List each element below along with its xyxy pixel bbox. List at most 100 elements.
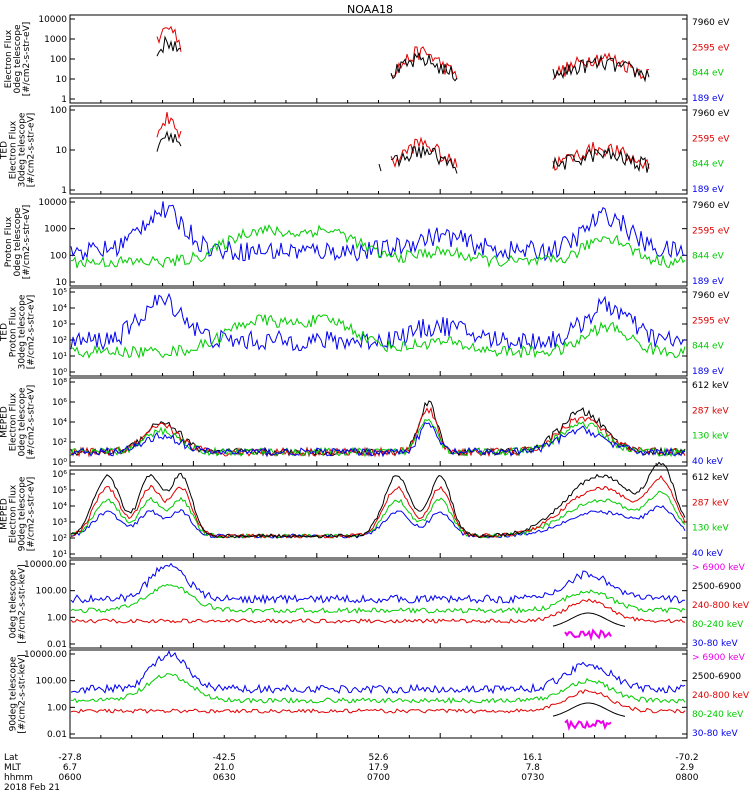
y-tick-label: 100: [50, 106, 67, 116]
series-trace: [70, 292, 686, 352]
y-tick-label: 10⁰: [52, 458, 67, 468]
legend-entry: 189 eV: [692, 367, 725, 377]
y-tick-label: 10⁴: [52, 502, 67, 512]
x-row-label: Lat: [4, 753, 19, 763]
y-tick-label: 10²: [52, 438, 67, 448]
legend-entry: 30-80 keV: [692, 729, 738, 739]
y-tick-label: 10²: [52, 336, 67, 346]
panel-8: 10000.00 100.00 1.00 0.01 90deg telescope[#/…: [9, 649, 750, 740]
x-hhmm-label: 0600: [59, 773, 82, 783]
x-mlt-label: 17.9: [368, 763, 388, 773]
y-tick-label: 10000.00: [24, 650, 67, 660]
panel-6: 10⁶ 10⁵ 10⁴ 10³ 10² 10¹ MEPEDElectron Flux90de…: [0, 461, 729, 560]
series-trace: [564, 718, 612, 732]
series-trace: [70, 224, 686, 269]
series-trace: [70, 689, 686, 714]
series-trace: [70, 672, 686, 705]
legend-entry: 844 eV: [692, 252, 725, 262]
y-axis-label: Proton Flux0deg telescope[#/cm2-s-str-eV…: [4, 205, 32, 280]
series-trace: [156, 25, 649, 81]
series-trace: [70, 475, 686, 539]
x-hhmm-label: 0630: [213, 773, 236, 783]
y-tick-label: 10⁵: [52, 486, 67, 496]
legend-entry: 2595 eV: [692, 226, 730, 236]
x-lat-label: 52.6: [368, 753, 388, 763]
y-tick-label: 10000.00: [24, 560, 67, 570]
legend-entry: 2595 eV: [692, 134, 730, 144]
legend-entry: 189 eV: [692, 94, 725, 104]
x-hhmm-label: 0800: [676, 773, 699, 783]
y-tick-label: 100.00: [36, 677, 68, 687]
y-axis-label-line: MEPED: [0, 498, 10, 530]
y-tick-label: 10³: [52, 320, 67, 330]
legend-entry: 130 keV: [692, 432, 729, 442]
y-tick-label: 10³: [52, 518, 67, 528]
y-axis-label: 0deg telescope[#/cm2-s-str-keV]: [9, 564, 28, 643]
series-trace: [70, 505, 686, 539]
y-tick-label: 1000: [44, 225, 67, 235]
y-axis-label-line: Electron Flux: [9, 120, 19, 179]
series-trace: [70, 650, 686, 695]
y-axis-label-line: 0deg telescope: [13, 24, 23, 94]
series-trace: [552, 612, 626, 627]
y-axis-label-line: [#/cm2-s-str-eV]: [22, 205, 32, 280]
y-tick-label: 10: [56, 75, 68, 85]
x-mlt-label: 6.7: [63, 763, 77, 773]
legend-entry: 40 keV: [692, 457, 724, 467]
y-axis-label-line: 0deg telescope: [13, 207, 23, 277]
panel-3: 10000 1000 100 10 Proton Flux0deg telescope[…: [4, 197, 730, 288]
legend-entry: 7960 eV: [692, 18, 730, 28]
y-tick-label: 1: [61, 95, 67, 105]
series-trace: [70, 598, 686, 624]
legend-entry: 844 eV: [692, 69, 725, 79]
x-row-label: MLT: [4, 763, 22, 773]
legend-entry: 7960 eV: [692, 291, 730, 301]
x-lat-label: -42.5: [213, 753, 236, 763]
y-tick-label: 10¹: [52, 352, 67, 362]
y-tick-label: 0.01: [47, 640, 67, 650]
series-trace: [70, 314, 686, 359]
legend-entry: 240-800 keV: [692, 691, 750, 701]
x-mlt-label: 7.8: [526, 763, 541, 773]
y-axis-label-line: [#/cm2-s-str-eV]: [27, 477, 37, 552]
y-tick-label: 100: [50, 55, 67, 65]
legend-entry: 844 eV: [692, 160, 725, 170]
y-tick-label: 10⁴: [52, 304, 67, 314]
y-axis-label-line: Proton Flux: [4, 216, 14, 267]
y-axis-label: 90deg telescope[#/cm2-s-str-keV]: [9, 654, 28, 733]
legend-entry: 287 keV: [692, 498, 729, 508]
y-axis-label: TEDProton Flux30deg telescope[#/cm2-s-st…: [0, 294, 37, 369]
y-axis-label-line: 30deg telescope: [18, 112, 28, 187]
legend-entry: > 6900 keV: [692, 563, 746, 573]
panel-1: 10000 1000 100 10 1 Electron Flux0deg telesco…: [4, 14, 730, 105]
legend-entry: 189 eV: [692, 185, 725, 195]
y-tick-label: 100.00: [36, 587, 68, 597]
y-tick-label: 10⁰: [52, 368, 67, 378]
x-row-label: 2018 Feb 21: [4, 783, 60, 793]
y-axis-label-line: 0deg telescope: [18, 387, 28, 457]
y-tick-label: 1000: [44, 35, 67, 45]
chart-title: NOAA18: [347, 3, 393, 16]
y-axis-label-line: [#/cm2-s-str-eV]: [27, 295, 37, 370]
y-tick-label: 10⁶: [52, 398, 67, 408]
y-tick-label: 1: [61, 186, 67, 196]
x-row-label: hhmm: [4, 773, 33, 783]
legend-entry: 189 eV: [692, 277, 725, 287]
series-trace: [157, 132, 681, 173]
y-axis-label-line: 90deg telescope: [18, 476, 28, 551]
panel-4: 10⁵ 10⁴ 10³ 10² 10¹ 10⁰ TEDProton Flux30deg te…: [0, 287, 730, 378]
y-tick-label: 10: [56, 146, 68, 156]
y-tick-label: 10²: [52, 534, 67, 544]
legend-entry: 612 keV: [692, 473, 729, 483]
x-lat-label: -70.2: [675, 753, 698, 763]
y-axis-label: TEDElectron Flux30deg telescope[#/cm2-s-…: [0, 112, 37, 187]
legend-entry: 30-80 keV: [692, 639, 738, 649]
y-tick-label: 10⁸: [52, 378, 67, 388]
legend-entry: 80-240 keV: [692, 620, 744, 630]
y-axis-label-line: 90deg telescope: [9, 656, 19, 731]
y-axis-label-line: [#/cm2-s-str-keV]: [18, 654, 28, 733]
legend-entry: 130 keV: [692, 524, 729, 534]
y-axis-label-line: Electron Flux: [4, 29, 14, 88]
